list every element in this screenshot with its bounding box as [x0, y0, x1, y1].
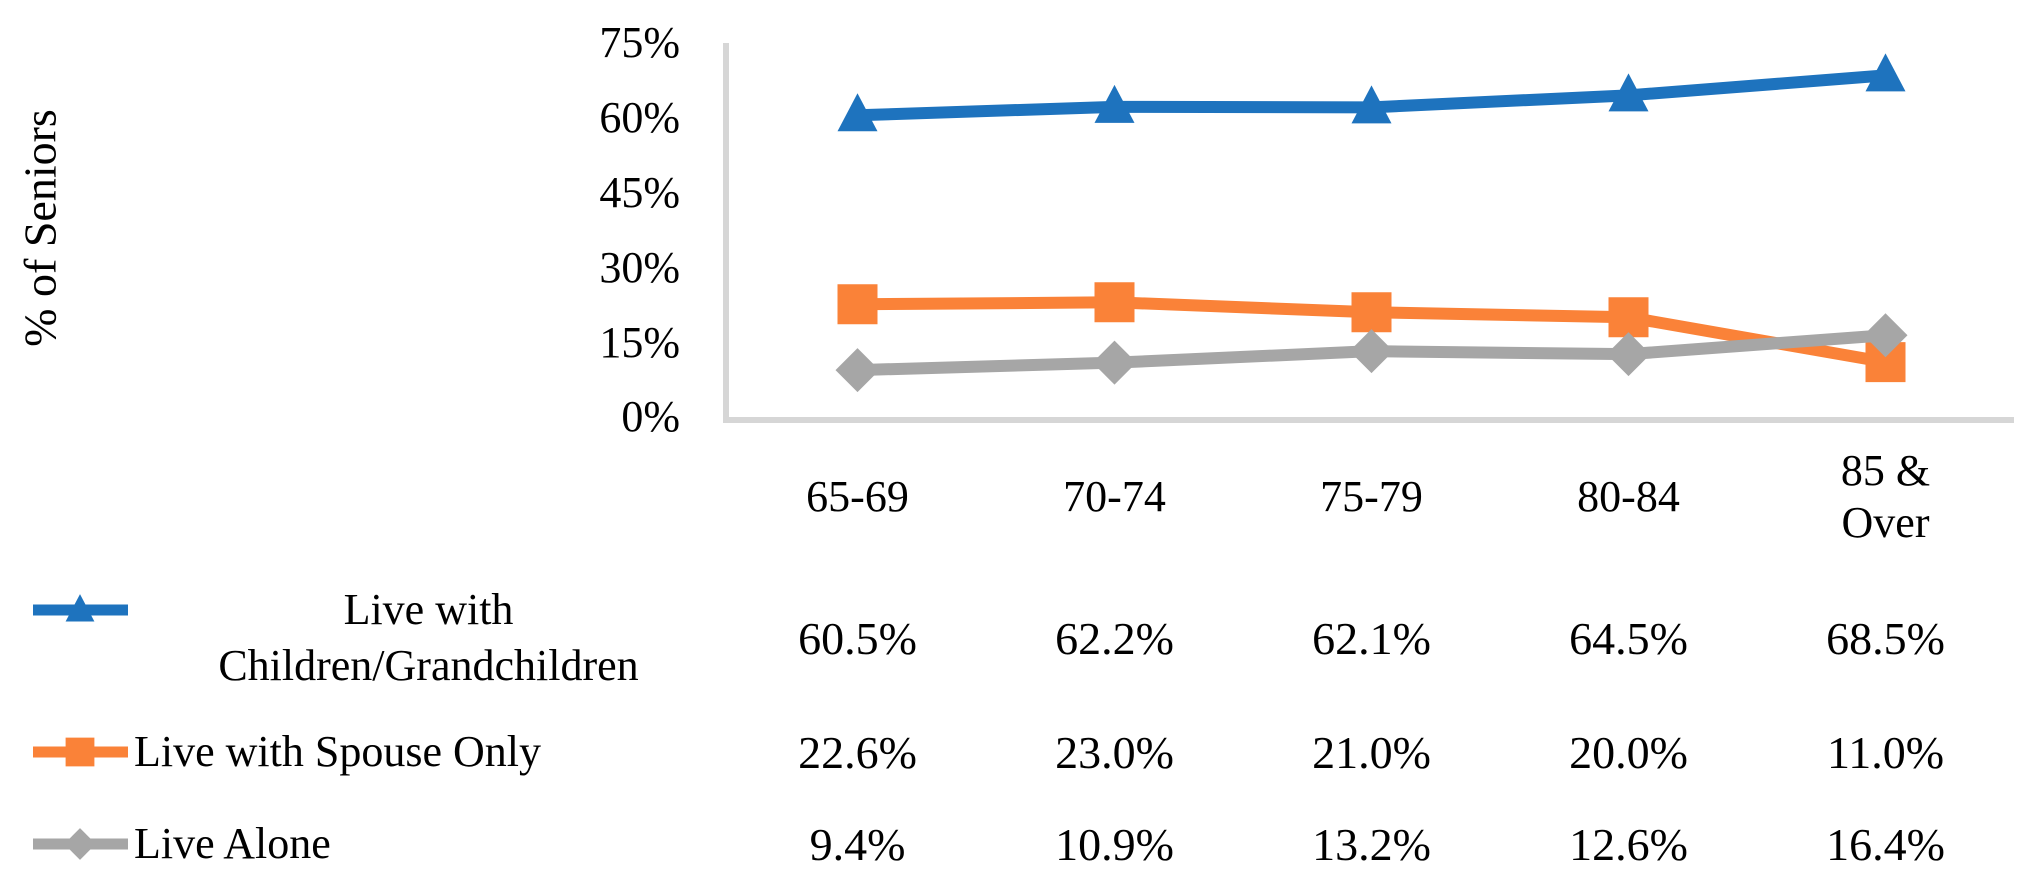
legend-swatch-diamond-icon: [33, 828, 128, 860]
table-row: Live with Spouse Only 22.6% 23.0% 21.0% …: [0, 704, 2014, 800]
value-cell: 22.6%: [798, 726, 917, 778]
line-chart-svg: [835, 53, 1908, 393]
x-tick-label: 80-84: [1577, 472, 1680, 521]
value-cell: 23.0%: [1055, 726, 1174, 778]
value-cell: 11.0%: [1826, 726, 1945, 778]
y-tick-label: 15%: [599, 318, 680, 367]
y-tick-label: 30%: [599, 243, 680, 292]
value-cell: 13.2%: [1312, 818, 1431, 870]
legend-label: Live with Spouse Only: [134, 727, 541, 776]
value-cell: 60.5%: [798, 612, 917, 664]
value-cell: 64.5%: [1569, 612, 1688, 664]
value-cell: 16.4%: [1826, 818, 1945, 870]
value-cell: 10.9%: [1055, 818, 1174, 870]
value-cell: 20.0%: [1569, 726, 1688, 778]
legend-swatch-triangle-icon: [33, 594, 128, 622]
table-row: Live Alone 9.4% 10.9% 13.2% 12.6% 16.4%: [0, 800, 2014, 888]
y-tick-label: 0%: [621, 392, 680, 441]
legend-value-table: Live with Children/Grandchildren 60.5% 6…: [0, 572, 2014, 888]
value-cell: 68.5%: [1826, 612, 1945, 664]
y-axis-title: % of Seniors: [14, 109, 66, 347]
legend-swatch-square-icon: [33, 737, 128, 767]
table-row: Live with Children/Grandchildren 60.5% 6…: [0, 572, 2014, 704]
value-cell: 62.1%: [1312, 612, 1431, 664]
legend-label: Live with Children/Grandchildren: [218, 585, 639, 690]
value-cell: 62.2%: [1055, 612, 1174, 664]
y-tick-label: 45%: [599, 168, 680, 217]
value-cell: 9.4%: [809, 818, 906, 870]
legend-label: Live Alone: [134, 819, 331, 868]
legend-item-live-alone: Live Alone: [0, 816, 729, 872]
y-tick-label: 60%: [599, 93, 680, 142]
x-tick-label: 65-69: [806, 472, 909, 521]
x-axis-tick-labels: 65-69 70-74 75-79 80-84 85 & Over: [729, 442, 2014, 552]
value-cell: 21.0%: [1312, 726, 1431, 778]
value-cell: 12.6%: [1569, 818, 1688, 870]
y-tick-label: 75%: [599, 18, 680, 67]
legend-item-live-with-children: Live with Children/Grandchildren: [0, 582, 729, 694]
plot-area: [723, 43, 2014, 423]
x-tick-label: 75-79: [1320, 472, 1423, 521]
legend-item-live-with-spouse: Live with Spouse Only: [0, 724, 729, 780]
x-tick-label: 85 & Over: [1840, 446, 1931, 547]
x-tick-label: 70-74: [1063, 472, 1166, 521]
